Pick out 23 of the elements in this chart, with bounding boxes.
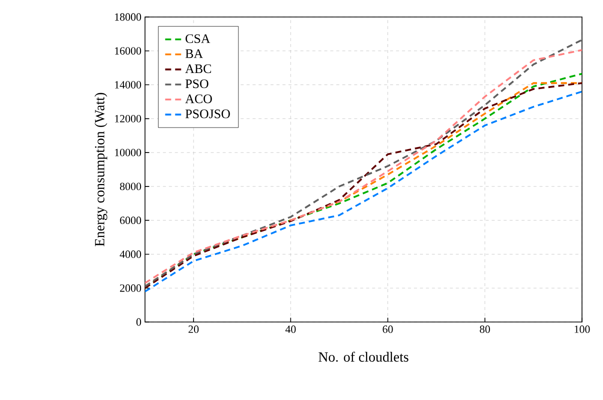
y-tick-label: 18000 xyxy=(115,13,142,21)
y-tick-label: 16000 xyxy=(115,47,142,55)
y-axis-title: Energy consumption (Watt) xyxy=(94,92,108,246)
x-tick-label: 60 xyxy=(382,326,393,333)
y-tick-label: 6000 xyxy=(120,216,142,224)
legend-label: PSOJSO xyxy=(185,110,230,118)
legend-label: CSA xyxy=(186,34,210,44)
y-tick-label: 12000 xyxy=(115,114,142,122)
x-tick-label: 20 xyxy=(188,326,199,333)
y-tick-label: 10000 xyxy=(115,148,142,156)
legend-label: PSO xyxy=(185,79,208,88)
x-tick-label: 40 xyxy=(285,326,296,333)
y-tick-label: 0 xyxy=(136,318,142,326)
x-tick-label: 80 xyxy=(480,326,490,333)
y-tick-label: 2000 xyxy=(120,284,142,292)
x-axis-title: No. of cloudlets xyxy=(318,352,408,362)
y-tick-label: 4000 xyxy=(120,250,142,258)
legend-label: ACO xyxy=(185,94,212,104)
x-tick-label: 100 xyxy=(574,326,590,333)
legend-label: ABC xyxy=(185,64,211,74)
legend-label: BA xyxy=(185,49,203,58)
y-tick-label: 8000 xyxy=(120,182,142,190)
y-tick-label: 14000 xyxy=(115,81,142,88)
